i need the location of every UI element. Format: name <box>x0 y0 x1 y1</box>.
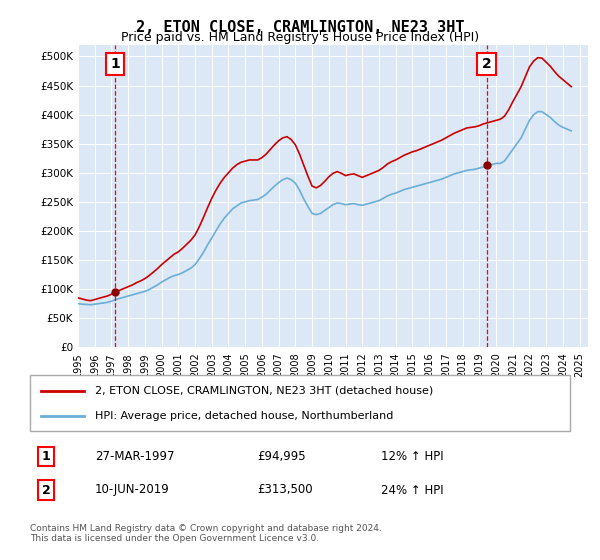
Text: HPI: Average price, detached house, Northumberland: HPI: Average price, detached house, Nort… <box>95 410 393 421</box>
Text: 1: 1 <box>42 450 50 463</box>
Text: 2, ETON CLOSE, CRAMLINGTON, NE23 3HT (detached house): 2, ETON CLOSE, CRAMLINGTON, NE23 3HT (de… <box>95 386 433 396</box>
Text: 2, ETON CLOSE, CRAMLINGTON, NE23 3HT: 2, ETON CLOSE, CRAMLINGTON, NE23 3HT <box>136 20 464 35</box>
Text: £313,500: £313,500 <box>257 483 313 497</box>
Text: 1: 1 <box>110 57 120 71</box>
Text: Contains HM Land Registry data © Crown copyright and database right 2024.
This d: Contains HM Land Registry data © Crown c… <box>30 524 382 543</box>
Text: £94,995: £94,995 <box>257 450 305 463</box>
Text: 27-MAR-1997: 27-MAR-1997 <box>95 450 175 463</box>
Text: 12% ↑ HPI: 12% ↑ HPI <box>381 450 443 463</box>
FancyBboxPatch shape <box>38 447 54 466</box>
FancyBboxPatch shape <box>38 480 54 500</box>
Text: 24% ↑ HPI: 24% ↑ HPI <box>381 483 443 497</box>
Text: Price paid vs. HM Land Registry's House Price Index (HPI): Price paid vs. HM Land Registry's House … <box>121 31 479 44</box>
Text: 2: 2 <box>42 483 50 497</box>
Text: 2: 2 <box>482 57 491 71</box>
FancyBboxPatch shape <box>30 375 570 431</box>
Text: 10-JUN-2019: 10-JUN-2019 <box>95 483 170 497</box>
